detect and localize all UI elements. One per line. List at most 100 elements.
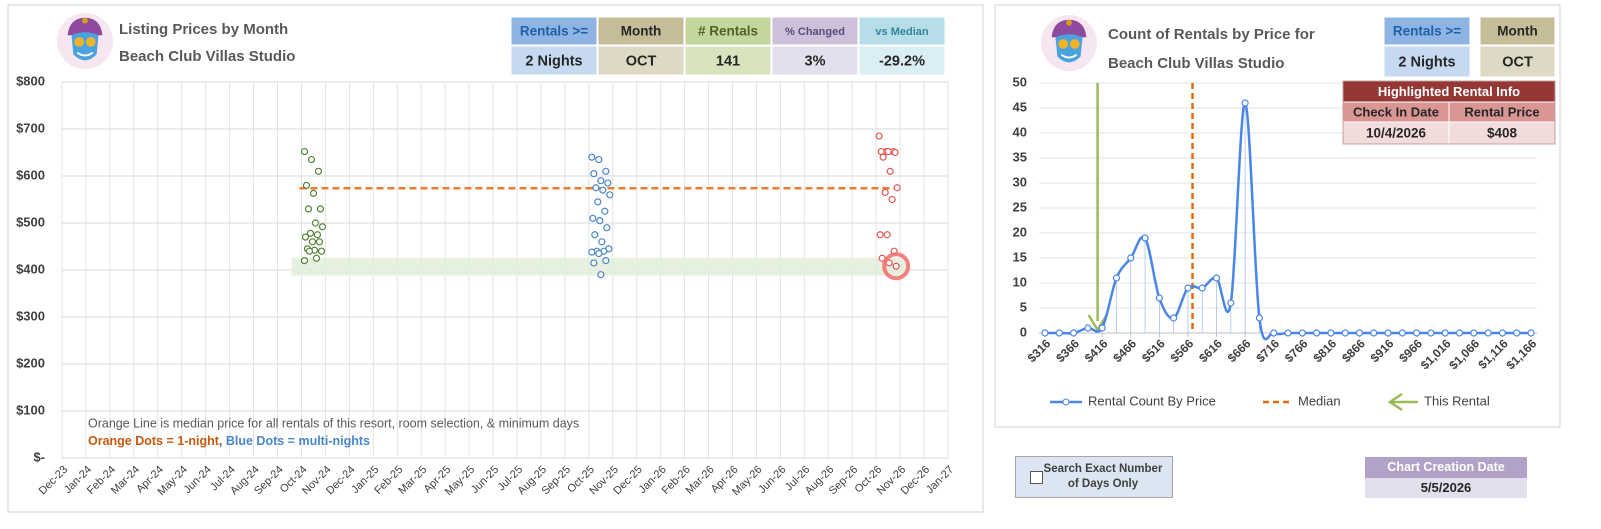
y-tick-label: 15 xyxy=(1013,249,1027,264)
summary-header: # Rentals xyxy=(698,24,758,39)
data-point xyxy=(1484,329,1492,337)
summary-header: Month xyxy=(1497,24,1537,39)
y-tick-label: 50 xyxy=(1013,74,1027,89)
summary-header-cell xyxy=(510,16,598,46)
data-point xyxy=(891,148,899,157)
data-point xyxy=(1470,329,1478,337)
y-tick-label: 40 xyxy=(1013,124,1027,139)
data-point xyxy=(1227,299,1235,307)
annotation-part: , xyxy=(219,434,226,448)
y-tick-label: 25 xyxy=(1013,199,1027,214)
checkbox-control[interactable]: Search Exact Number of Days Only xyxy=(1015,456,1173,498)
info-title: Highlighted Rental Info xyxy=(1378,84,1520,99)
data-point xyxy=(604,179,612,187)
data-point xyxy=(311,219,320,227)
annotation-part: Blue Dots = multi-nights xyxy=(226,434,370,448)
summary-header-cell xyxy=(684,16,772,46)
y-tick-label: $600 xyxy=(16,167,45,182)
info-value: 10/4/2026 xyxy=(1366,126,1427,141)
data-point xyxy=(302,181,311,189)
data-point xyxy=(881,188,889,197)
data-point xyxy=(1355,329,1364,337)
data-point xyxy=(599,186,607,194)
annotation: Orange Dots = 1-night, Blue Dots = multi… xyxy=(88,434,370,448)
summary-header: Rentals >= xyxy=(520,24,588,39)
data-point xyxy=(893,184,901,192)
summary-header-cell xyxy=(597,16,685,46)
data-point xyxy=(590,170,598,178)
data-point xyxy=(301,233,310,241)
data-point xyxy=(1112,274,1121,282)
data-point xyxy=(1341,329,1349,337)
y-tick-label: 30 xyxy=(1013,174,1027,189)
data-point xyxy=(1184,284,1192,292)
data-point xyxy=(875,132,883,140)
data-point xyxy=(313,231,322,239)
data-point xyxy=(305,247,314,255)
summary-header-cell xyxy=(1479,16,1556,46)
data-point xyxy=(1370,329,1378,337)
data-point xyxy=(1055,329,1063,337)
data-point xyxy=(1384,329,1392,337)
info-value: $408 xyxy=(1487,126,1518,141)
data-point xyxy=(1441,329,1449,337)
summary-header-cell xyxy=(771,16,859,46)
data-point xyxy=(595,249,603,258)
data-point xyxy=(1155,294,1163,302)
info-border xyxy=(1342,80,1556,145)
legend-swatch xyxy=(1387,392,1403,412)
data-point xyxy=(314,167,323,175)
y-tick-label: 20 xyxy=(1013,224,1027,239)
summary-value-cell xyxy=(597,45,685,76)
data-point xyxy=(1398,329,1406,337)
y-tick-label: $800 xyxy=(16,73,45,88)
summary-value: 3% xyxy=(805,53,826,69)
data-point xyxy=(603,224,611,232)
legend-label: Median xyxy=(1298,393,1341,408)
legend-swatch xyxy=(1062,398,1070,406)
data-point xyxy=(1241,99,1249,107)
data-point xyxy=(316,205,325,213)
data-point xyxy=(1084,324,1092,332)
data-point xyxy=(307,155,316,164)
data-point xyxy=(300,147,309,156)
data-point xyxy=(1527,329,1535,337)
data-point xyxy=(595,155,603,164)
data-point xyxy=(886,167,894,175)
summary-value: OCT xyxy=(626,53,657,69)
summary-value-cell xyxy=(858,45,946,76)
data-point xyxy=(300,257,309,265)
data-point xyxy=(1041,329,1049,337)
data-point xyxy=(1427,329,1435,337)
y-tick-label: 0 xyxy=(1020,324,1027,339)
annotation: Orange Line is median price for all rent… xyxy=(88,416,579,430)
legend-label: This Rental xyxy=(1424,393,1490,408)
y-tick-label: $200 xyxy=(16,355,45,370)
this-rental-arrow xyxy=(1087,314,1108,333)
data-point xyxy=(317,247,326,255)
summary-value: -29.2% xyxy=(879,53,925,69)
summary-header-cell xyxy=(1383,16,1471,46)
data-point xyxy=(884,147,892,156)
data-point xyxy=(1255,314,1264,322)
data-point xyxy=(1312,329,1321,337)
data-point xyxy=(1127,254,1135,262)
data-point xyxy=(1298,329,1306,337)
checkbox[interactable] xyxy=(1030,470,1043,484)
y-tick-label: $400 xyxy=(16,261,45,276)
data-point xyxy=(602,257,610,265)
data-point xyxy=(591,231,599,239)
y-tick-label: $300 xyxy=(16,308,45,323)
summary-value: 141 xyxy=(716,53,740,69)
summary-value-cell xyxy=(510,45,598,76)
highlight-ring xyxy=(882,252,911,281)
data-point xyxy=(588,153,596,161)
data-point xyxy=(1141,234,1149,242)
data-point xyxy=(318,223,327,231)
y-tick-label: $500 xyxy=(16,214,45,229)
summary-value-cell xyxy=(684,45,772,76)
summary-value: 2 Nights xyxy=(1398,54,1455,70)
logo xyxy=(1040,14,1098,72)
summary-value-cell xyxy=(1479,45,1556,78)
